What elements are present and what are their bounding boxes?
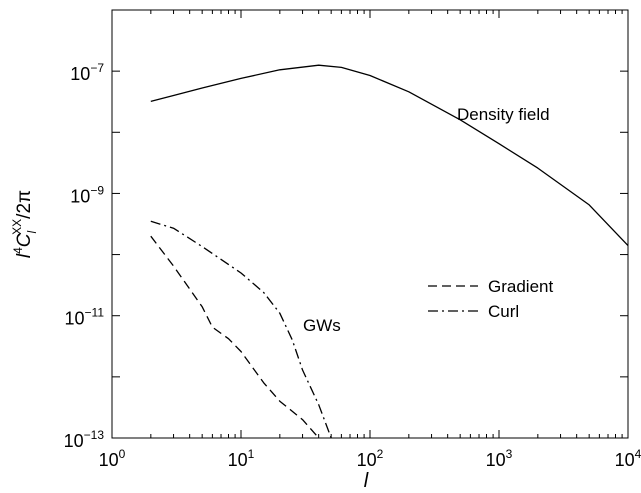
x-tick-labels: 100 101 102 103 104 (99, 447, 641, 470)
legend-label-curl: Curl (488, 302, 519, 321)
legend-label-gradient: Gradient (488, 277, 553, 296)
y-tick-label: 10−7 (70, 61, 104, 84)
y-tick-label: 10−11 (65, 306, 105, 329)
x-tick-label: 101 (228, 447, 255, 470)
y-axis-label: l4ClXX/2π (10, 190, 39, 258)
annotation-density-field: Density field (457, 105, 550, 124)
plot-frame (111, 9, 629, 439)
annotation-gws: GWs (303, 316, 341, 335)
y-tick-labels: 10−13 10−11 10−9 10−7 (64, 61, 105, 451)
x-tick-label: 102 (357, 447, 384, 470)
x-tick-label: 100 (99, 447, 126, 470)
series-lines (150, 64, 629, 439)
x-axis-label: l (364, 470, 369, 492)
legend: Gradient Curl (428, 277, 553, 321)
y-tick-label: 10−13 (64, 428, 105, 451)
y-tick-label: 10−9 (70, 183, 104, 206)
series-line-gradient (150, 235, 320, 439)
x-tick-label: 104 (615, 447, 641, 470)
series-line-curl (150, 220, 332, 439)
x-tick-label: 103 (486, 447, 513, 470)
series-line-density-field (150, 64, 629, 247)
tick-marks (111, 9, 629, 439)
svg-text:l4ClXX/2π: l4ClXX/2π (10, 190, 39, 258)
